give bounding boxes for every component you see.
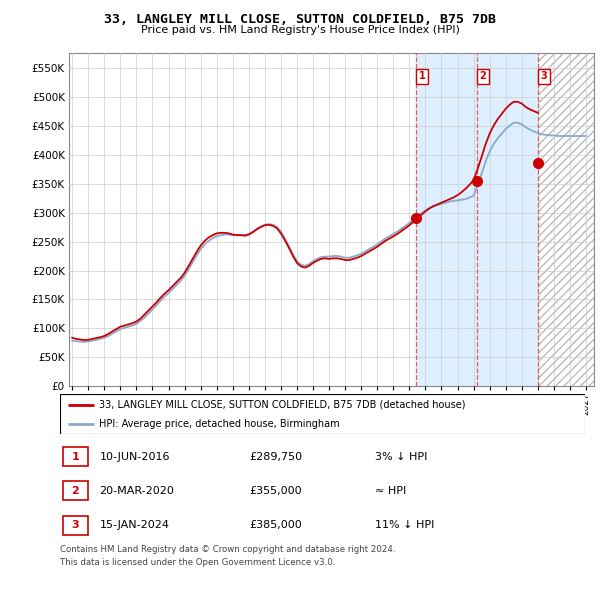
Bar [62, 447, 88, 466]
Text: HPI: Average price, detached house, Birmingham: HPI: Average price, detached house, Birm… [100, 419, 340, 428]
Text: Contains HM Land Registry data © Crown copyright and database right 2024.: Contains HM Land Registry data © Crown c… [60, 545, 395, 554]
Text: 33, LANGLEY MILL CLOSE, SUTTON COLDFIELD, B75 7DB: 33, LANGLEY MILL CLOSE, SUTTON COLDFIELD… [104, 13, 496, 26]
Text: This data is licensed under the Open Government Licence v3.0.: This data is licensed under the Open Gov… [60, 558, 335, 567]
Text: 3: 3 [541, 71, 548, 81]
Text: 33, LANGLEY MILL CLOSE, SUTTON COLDFIELD, B75 7DB (detached house): 33, LANGLEY MILL CLOSE, SUTTON COLDFIELD… [100, 400, 466, 410]
Text: 2: 2 [479, 71, 486, 81]
Text: Price paid vs. HM Land Registry's House Price Index (HPI): Price paid vs. HM Land Registry's House … [140, 25, 460, 35]
Text: £385,000: £385,000 [249, 520, 302, 530]
Text: 3% ↓ HPI: 3% ↓ HPI [375, 452, 427, 461]
Bar [62, 481, 88, 500]
Text: £355,000: £355,000 [249, 486, 302, 496]
Text: 15-JAN-2024: 15-JAN-2024 [100, 520, 169, 530]
Text: 2: 2 [71, 486, 79, 496]
Text: 10-JUN-2016: 10-JUN-2016 [100, 452, 170, 461]
Bar [62, 516, 88, 535]
Text: ≈ HPI: ≈ HPI [375, 486, 406, 496]
Bar [416, 53, 594, 386]
Text: 11% ↓ HPI: 11% ↓ HPI [375, 520, 434, 530]
Text: 20-MAR-2020: 20-MAR-2020 [100, 486, 174, 496]
Text: 1: 1 [419, 71, 425, 81]
Text: 3: 3 [71, 520, 79, 530]
Text: £289,750: £289,750 [249, 452, 302, 461]
Text: 1: 1 [71, 452, 79, 461]
